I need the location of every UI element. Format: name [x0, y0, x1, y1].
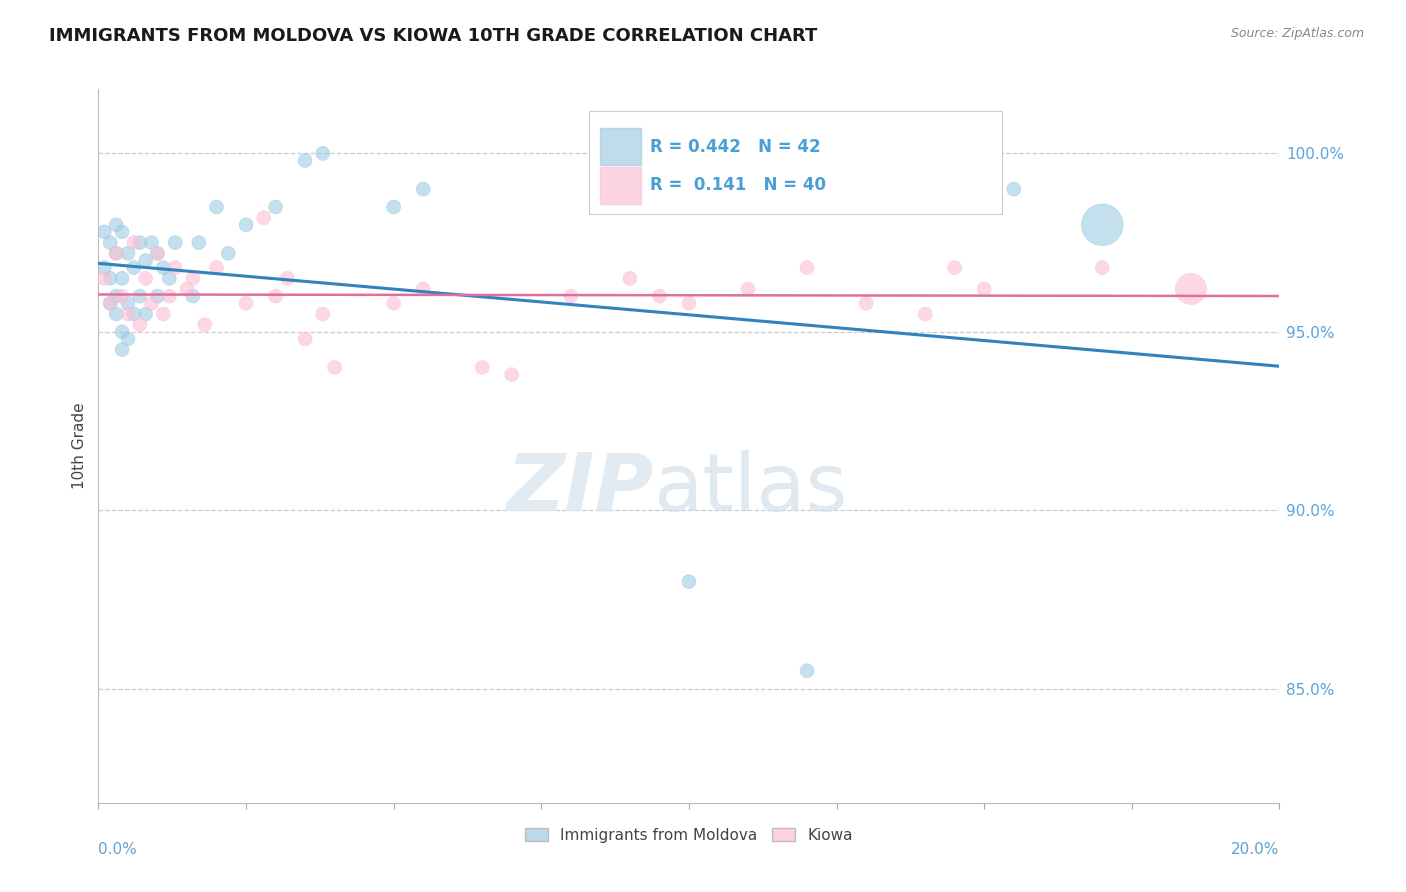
Point	[181, 289, 204, 303]
Y-axis label: 10th Grade: 10th Grade	[72, 402, 87, 490]
Point	[111, 289, 134, 303]
Point	[141, 296, 163, 310]
Point	[235, 218, 257, 232]
Point	[122, 307, 145, 321]
Point	[165, 260, 187, 275]
Point	[157, 271, 180, 285]
Point	[98, 271, 121, 285]
Point	[264, 289, 287, 303]
Text: ZIP: ZIP	[506, 450, 654, 528]
Point	[1091, 218, 1114, 232]
Point	[914, 307, 936, 321]
Point	[1002, 182, 1025, 196]
Point	[117, 332, 139, 346]
Text: R = 0.442   N = 42: R = 0.442 N = 42	[650, 138, 821, 156]
Point	[135, 253, 157, 268]
Text: 0.0%: 0.0%	[98, 842, 138, 856]
Point	[235, 296, 257, 310]
Point	[122, 260, 145, 275]
FancyBboxPatch shape	[600, 167, 641, 203]
Point	[111, 325, 134, 339]
Point	[128, 289, 150, 303]
Point	[157, 289, 180, 303]
Point	[796, 664, 818, 678]
Point	[217, 246, 239, 260]
Point	[294, 153, 316, 168]
Point	[678, 296, 700, 310]
Point	[382, 296, 405, 310]
Point	[98, 296, 121, 310]
Point	[194, 318, 217, 332]
Point	[619, 271, 641, 285]
Point	[382, 200, 405, 214]
Point	[678, 574, 700, 589]
Point	[93, 260, 115, 275]
Point	[105, 246, 128, 260]
Point	[117, 307, 139, 321]
Point	[855, 296, 877, 310]
Point	[560, 289, 582, 303]
Point	[135, 271, 157, 285]
Point	[276, 271, 298, 285]
Point	[98, 296, 121, 310]
FancyBboxPatch shape	[600, 128, 641, 165]
Point	[122, 235, 145, 250]
Point	[205, 200, 228, 214]
Point	[648, 289, 671, 303]
Point	[128, 235, 150, 250]
Point	[111, 225, 134, 239]
Point	[105, 307, 128, 321]
Text: IMMIGRANTS FROM MOLDOVA VS KIOWA 10TH GRADE CORRELATION CHART: IMMIGRANTS FROM MOLDOVA VS KIOWA 10TH GR…	[49, 27, 817, 45]
Point	[98, 235, 121, 250]
Text: atlas: atlas	[654, 450, 848, 528]
Point	[152, 260, 174, 275]
Point	[146, 246, 169, 260]
Point	[146, 289, 169, 303]
Point	[117, 246, 139, 260]
Point	[111, 343, 134, 357]
Legend: Immigrants from Moldova, Kiowa: Immigrants from Moldova, Kiowa	[519, 822, 859, 848]
Point	[128, 318, 150, 332]
Point	[1091, 260, 1114, 275]
Point	[323, 360, 346, 375]
Point	[117, 296, 139, 310]
FancyBboxPatch shape	[589, 111, 1002, 214]
Text: Source: ZipAtlas.com: Source: ZipAtlas.com	[1230, 27, 1364, 40]
Point	[943, 260, 966, 275]
Point	[412, 282, 434, 296]
Point	[111, 271, 134, 285]
Point	[264, 200, 287, 214]
Point	[93, 225, 115, 239]
Point	[253, 211, 276, 225]
Point	[205, 260, 228, 275]
Point	[141, 235, 163, 250]
Point	[501, 368, 523, 382]
Text: R =  0.141   N = 40: R = 0.141 N = 40	[650, 176, 825, 194]
Point	[312, 307, 335, 321]
Point	[796, 260, 818, 275]
Text: 20.0%: 20.0%	[1232, 842, 1279, 856]
Point	[176, 282, 198, 296]
Point	[105, 246, 128, 260]
Point	[412, 182, 434, 196]
Point	[181, 271, 204, 285]
Point	[105, 218, 128, 232]
Point	[165, 235, 187, 250]
Point	[105, 289, 128, 303]
Point	[1180, 282, 1202, 296]
Point	[294, 332, 316, 346]
Point	[737, 282, 759, 296]
Point	[93, 271, 115, 285]
Point	[135, 307, 157, 321]
Point	[187, 235, 209, 250]
Point	[152, 307, 174, 321]
Point	[146, 246, 169, 260]
Point	[973, 282, 995, 296]
Point	[312, 146, 335, 161]
Point	[471, 360, 494, 375]
